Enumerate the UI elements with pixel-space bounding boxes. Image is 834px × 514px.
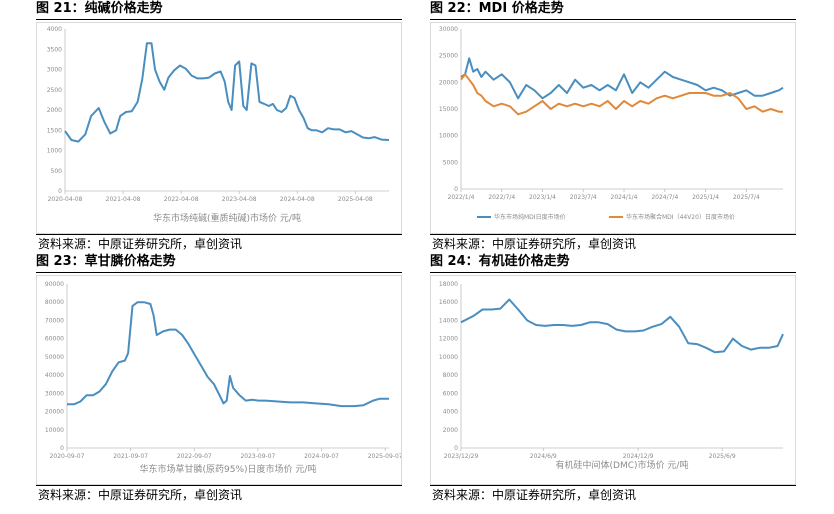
x-tick-label: 2024-04-08 — [280, 196, 315, 203]
x-tick-label: 2020-09-07 — [50, 453, 85, 460]
y-tick-label: 90000 — [45, 281, 64, 288]
y-tick-label: 6000 — [443, 390, 458, 397]
legend-label: 华东市场纯MDI日度市场价 — [494, 213, 566, 221]
x-tick-label: 2020-04-08 — [48, 196, 83, 203]
y-tick-label: 4000 — [443, 409, 458, 416]
legend-label: 华东市场聚合MDI（44V20）日度市场价 — [626, 213, 735, 221]
x-tick-label: 2021-09-07 — [113, 453, 148, 460]
source-note: 资料来源：中原证券研究所，卓创资讯 — [36, 234, 402, 252]
chart-svg: 0 5000 10000 15000 20000 25000 30000 2022/1/4 20… — [439, 26, 784, 221]
y-tick-label: 70000 — [45, 317, 64, 324]
source-note: 资料来源：中原证券研究所，卓创资讯 — [36, 485, 402, 503]
chart-title: 图 22：MDI 价格走势 — [430, 0, 796, 20]
y-tick-label: 2000 — [47, 107, 62, 114]
chart-area: 0 2000 4000 6000 8000 10000 12000 14000 16000 180… — [430, 275, 796, 485]
y-tick-label: 14000 — [439, 317, 458, 324]
series-line-2 — [460, 73, 783, 116]
x-tick-label: 2024-09-07 — [304, 453, 339, 460]
y-tick-label: 4000 — [47, 26, 62, 33]
chart-svg: 0 500 1000 1500 2000 2500 3000 3500 4000 2020-04-… — [47, 26, 390, 224]
x-tick-label: 2023/12/29 — [444, 453, 479, 460]
y-tick-label: 8000 — [443, 372, 458, 379]
y-tick-label: 2500 — [47, 87, 62, 94]
y-tick-label: 10000 — [45, 427, 64, 434]
y-tick-label: 30000 — [45, 390, 64, 397]
y-tick-label: 3500 — [47, 46, 62, 53]
chart-area: 0 10000 20000 30000 40000 50000 60000 70000 8000… — [36, 275, 402, 485]
x-tick-label: 2025/1/4 — [692, 194, 719, 201]
y-tick-label: 20000 — [439, 79, 458, 86]
chart-area: 0 5000 10000 15000 20000 25000 30000 2022/1/4 20… — [430, 22, 796, 234]
x-tick-label: 2023/1/4 — [529, 194, 556, 201]
series-line-1 — [460, 57, 784, 100]
y-tick-label: 10000 — [439, 354, 458, 361]
y-tick-label: 1500 — [47, 127, 62, 134]
series-line-1 — [460, 298, 784, 354]
y-tick-label: 30000 — [439, 26, 458, 33]
x-tick-label: 2021-04-08 — [106, 196, 141, 203]
x-tick-label: 2024/7/4 — [651, 194, 678, 201]
series-line-1 — [67, 301, 389, 408]
chart-caption: 华东市场纯碱(重质纯碱)市场价 元/吨 — [153, 212, 301, 224]
series-line-1 — [64, 42, 390, 143]
y-tick-label: 18000 — [439, 281, 458, 288]
x-tick-label: 2022-04-08 — [164, 196, 199, 203]
x-tick-label: 2023/7/4 — [570, 194, 597, 201]
source-note: 资料来源：中原证券研究所，卓创资讯 — [430, 234, 796, 252]
y-tick-label: 10000 — [439, 133, 458, 140]
x-tick-label: 2024/6/9 — [530, 453, 557, 460]
y-tick-label: 16000 — [439, 299, 458, 306]
y-tick-label: 40000 — [45, 372, 64, 379]
y-tick-label: 1000 — [47, 148, 62, 155]
y-tick-label: 0 — [60, 445, 64, 452]
y-tick-label: 15000 — [439, 106, 458, 113]
y-tick-label: 2000 — [443, 427, 458, 434]
chart-caption: 有机硅中间体(DMC)市场价 元/吨 — [556, 459, 689, 471]
chart-panel-22: 图 22：MDI 价格走势 0 5000 10000 15000 20000 25000 3… — [430, 0, 796, 252]
y-tick-label: 60000 — [45, 336, 64, 343]
chart-title: 图 23：草甘膦价格走势 — [36, 253, 402, 273]
y-tick-label: 0 — [454, 445, 458, 452]
y-tick-label: 25000 — [439, 53, 458, 60]
x-tick-label: 2022-09-07 — [177, 453, 212, 460]
chart-svg: 0 10000 20000 30000 40000 50000 60000 70000 8000… — [45, 281, 401, 475]
x-tick-label: 2022/1/4 — [448, 194, 475, 201]
x-tick-label: 2024/12/9 — [623, 453, 654, 460]
chart-area: 0 500 1000 1500 2000 2500 3000 3500 4000 2020-04-… — [36, 22, 402, 234]
x-tick-label: 2024/1/4 — [611, 194, 638, 201]
y-tick-label: 3000 — [47, 67, 62, 74]
source-note: 资料来源：中原证券研究所，卓创资讯 — [430, 485, 796, 503]
x-tick-label: 2025/7/4 — [733, 194, 760, 201]
x-tick-label: 2023-04-08 — [222, 196, 257, 203]
y-tick-label: 80000 — [45, 299, 64, 306]
chart-caption: 华东市场草甘膦(原药95%)日度市场价 元/吨 — [140, 463, 317, 475]
y-tick-label: 5000 — [443, 159, 458, 166]
x-tick-label: 2022/7/4 — [488, 194, 515, 201]
chart-panel-23: 图 23：草甘膦价格走势 0 10000 20000 30000 40000 50000 6… — [36, 253, 402, 511]
x-tick-label: 2025-09-07 — [368, 453, 401, 460]
chart-title: 图 21：纯碱价格走势 — [36, 0, 402, 20]
y-tick-label: 0 — [58, 188, 62, 195]
x-tick-label: 2025-04-08 — [338, 196, 373, 203]
y-tick-label: 20000 — [45, 409, 64, 416]
y-tick-label: 50000 — [45, 354, 64, 361]
y-tick-label: 0 — [454, 186, 458, 193]
chart-panel-24: 图 24：有机硅价格走势 0 2000 4000 6000 8000 10000 12000… — [430, 253, 796, 511]
y-tick-label: 12000 — [439, 336, 458, 343]
x-tick-label: 2025/6/9 — [709, 453, 736, 460]
y-tick-label: 500 — [51, 168, 63, 175]
x-tick-label: 2023-09-07 — [240, 453, 275, 460]
chart-panel-21: 图 21：纯碱价格走势 0 500 1000 1500 2000 2500 3000 3500… — [36, 0, 402, 252]
chart-svg: 0 2000 4000 6000 8000 10000 12000 14000 16000 180… — [439, 281, 784, 471]
chart-title: 图 24：有机硅价格走势 — [430, 253, 796, 273]
